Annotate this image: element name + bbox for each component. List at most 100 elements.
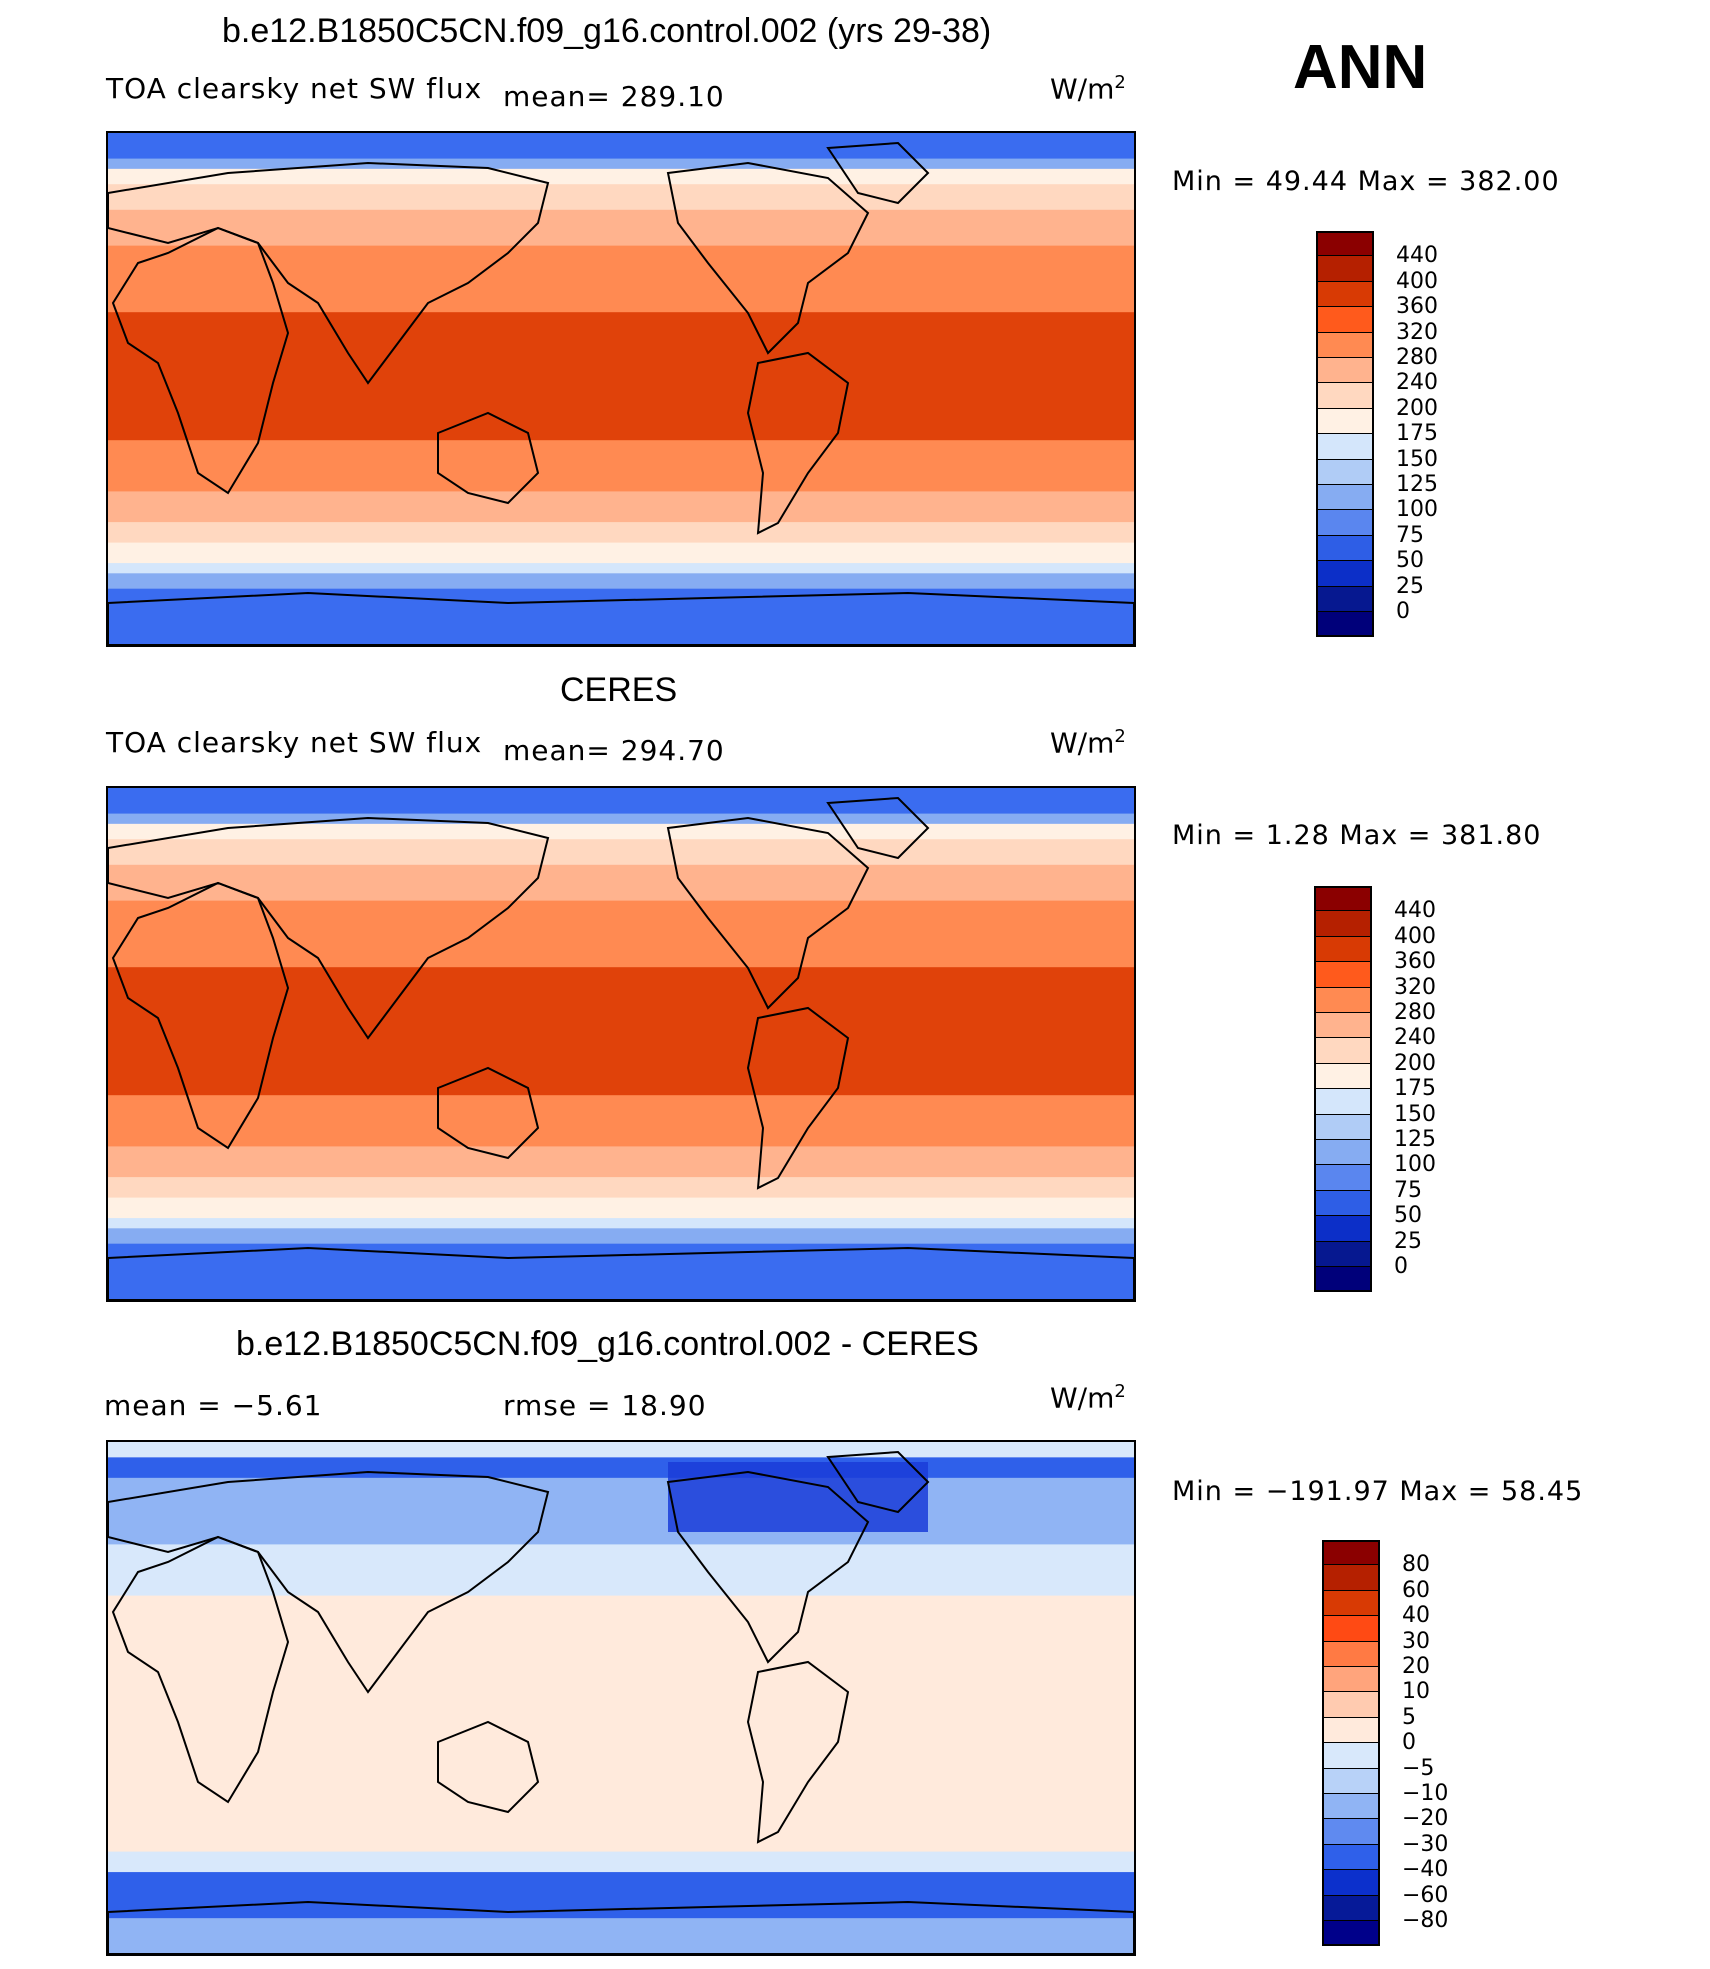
colorbar-tick-label: 280: [1396, 345, 1438, 370]
panel1-title: b.e12.B1850C5CN.f09_g16.control.002 (yrs…: [222, 12, 992, 50]
colorbar-swatch: [1316, 586, 1374, 612]
negative-anomaly-region: [668, 1462, 928, 1532]
zonal-band: [108, 864, 1134, 902]
colorbar-swatch: [1322, 1717, 1380, 1744]
panel2-map: [106, 786, 1136, 1302]
colorbar-swatch: [1314, 962, 1372, 988]
colorbar-tick-label: −30: [1402, 1831, 1449, 1857]
zonal-band: [108, 168, 1134, 186]
colorbar-swatch: [1316, 332, 1374, 358]
coastline: [111, 1535, 290, 1804]
colorbar-swatch: [1314, 1089, 1372, 1115]
colorbar-tick-label: 0: [1394, 1254, 1408, 1279]
panel2-mean: mean= 294.70: [503, 734, 725, 767]
colorbar-tick-label: 175: [1394, 1076, 1436, 1102]
colorbar-swatch: [1314, 1190, 1372, 1217]
zonal-band: [108, 1457, 1134, 1479]
colorbar-swatch: [1322, 1641, 1380, 1667]
colorbar-tick-label: 0: [1402, 1730, 1416, 1756]
colorbar-frame: [1322, 1540, 1380, 1947]
coastline: [666, 816, 870, 1010]
colorbar-tick-label: 440: [1396, 243, 1438, 269]
zonal-band: [108, 967, 1134, 1097]
colorbar-tick-label: 200: [1394, 1050, 1436, 1076]
colorbar-swatch: [1322, 1692, 1380, 1718]
colorbar-swatch: [1322, 1590, 1380, 1617]
panel3-minmax: Min = −191.97 Max = 58.45: [1172, 1476, 1584, 1507]
colorbar-swatch: [1322, 1768, 1380, 1794]
colorbar-swatch: [1316, 612, 1374, 638]
colorbar-swatch: [1314, 1038, 1372, 1064]
colorbar-frame: [1314, 886, 1372, 1293]
colorbar-tick-label: 50: [1396, 548, 1424, 574]
colorbar-swatch: [1316, 434, 1374, 460]
colorbar-tick-label: 20: [1402, 1654, 1430, 1679]
panel2-units: W/m2: [1050, 726, 1126, 760]
colorbar-tick-label: 240: [1396, 370, 1438, 396]
coastline: [108, 816, 550, 1040]
coastline: [108, 1900, 1134, 1954]
colorbar-swatch: [1316, 561, 1374, 587]
colorbar-tick-label: 75: [1396, 522, 1424, 548]
colorbar-tick-label: 200: [1396, 395, 1438, 421]
colorbar-tick-label: 240: [1394, 1025, 1436, 1051]
colorbar-tick-label: 360: [1394, 949, 1436, 975]
colorbar-tick-label: 175: [1396, 421, 1438, 447]
zonal-band: [108, 563, 1134, 575]
colorbar-swatch: [1322, 1870, 1380, 1896]
colorbar-frame: [1316, 231, 1374, 638]
panel1-subtitle: TOA clearsky net SW flux: [106, 72, 483, 105]
colorbar-swatch: [1316, 383, 1374, 409]
colorbar-tick-label: 100: [1394, 1152, 1436, 1178]
colorbar-swatch: [1316, 231, 1374, 257]
zonal-band: [108, 1197, 1134, 1220]
zonal-band: [108, 158, 1134, 170]
colorbar-swatch: [1314, 987, 1372, 1013]
colorbar-tick-label: 440: [1394, 898, 1436, 924]
zonal-band: [108, 491, 1134, 524]
coastline: [108, 1246, 1134, 1300]
coastline: [666, 1470, 870, 1664]
colorbar-swatch: [1314, 1013, 1372, 1039]
zonal-band: [108, 839, 1134, 866]
colorbar-tick-label: 320: [1396, 319, 1438, 345]
zonal-band: [108, 1918, 1134, 1954]
colorbar-swatch: [1322, 1540, 1380, 1566]
colorbar-swatch: [1316, 535, 1374, 562]
colorbar-swatch: [1316, 281, 1374, 308]
zonal-band: [108, 1146, 1134, 1179]
colorbar-swatch: [1322, 1794, 1380, 1820]
colorbar-swatch: [1314, 1216, 1372, 1242]
colorbar-swatch: [1316, 408, 1374, 435]
zonal-band: [108, 1477, 1134, 1546]
panel3-mean: mean = −5.61: [104, 1389, 323, 1422]
zonal-band: [108, 813, 1134, 825]
coastline: [826, 796, 930, 860]
zonal-band: [108, 1544, 1134, 1597]
colorbar-tick-label: 0: [1396, 599, 1410, 624]
season-label: ANN: [1293, 33, 1428, 102]
colorbar-tick-label: 10: [1402, 1679, 1430, 1705]
map-svg: [108, 788, 1134, 1300]
colorbar-tick-label: 80: [1402, 1552, 1430, 1578]
coastline: [746, 1660, 850, 1844]
colorbar-swatch: [1316, 358, 1374, 384]
panel1-minmax: Min = 49.44 Max = 382.00: [1172, 166, 1560, 197]
colorbar-tick-label: 360: [1396, 294, 1438, 320]
colorbar-swatch: [1316, 307, 1374, 333]
colorbar-swatch: [1322, 1895, 1380, 1921]
colorbar-swatch: [1314, 1140, 1372, 1166]
zonal-band: [108, 542, 1134, 565]
coastline: [746, 351, 850, 535]
colorbar-swatch: [1322, 1616, 1380, 1642]
zonal-band: [108, 1177, 1134, 1199]
zonal-band: [108, 133, 1134, 160]
panel1-units: W/m2: [1050, 72, 1126, 106]
zonal-band: [108, 1872, 1134, 1920]
colorbar-tick-label: −20: [1402, 1806, 1449, 1832]
colorbar-tick-label: 400: [1396, 268, 1438, 294]
zonal-band: [108, 1595, 1134, 1853]
coastline: [108, 1470, 550, 1694]
colorbar-tick-label: −80: [1402, 1908, 1449, 1933]
panel2-minmax: Min = 1.28 Max = 381.80: [1172, 820, 1542, 851]
